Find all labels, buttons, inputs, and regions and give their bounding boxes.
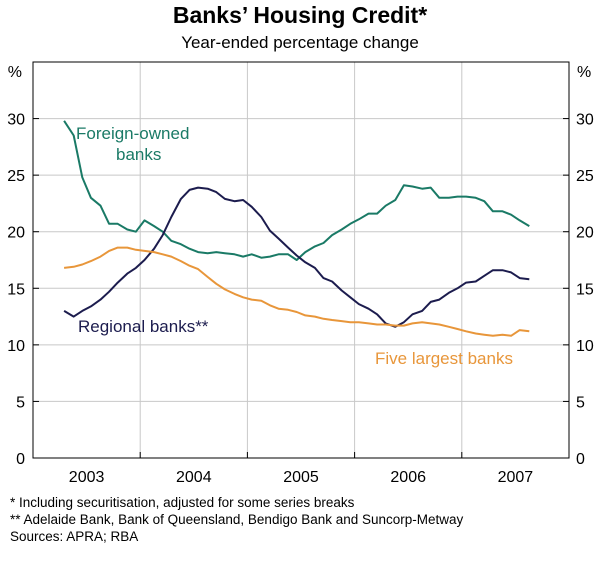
gridlines — [33, 62, 569, 458]
series-line-five-largest-banks — [63, 246, 530, 337]
footnotes: * Including securitisation, adjusted for… — [10, 494, 463, 545]
y-tick-label-right-20: 20 — [576, 225, 594, 242]
y-tick-label-right-25: 25 — [576, 168, 594, 185]
footnote-securitisation: * Including securitisation, adjusted for… — [10, 495, 355, 510]
y-tick-label-right-15: 15 — [576, 281, 594, 298]
y-tick-label-right-0: 0 — [576, 451, 585, 468]
series-label-foreign-owned-line-1: Foreign-owned — [76, 124, 189, 143]
series-label-regional-banks: Regional banks** — [78, 317, 209, 336]
series-line-foreign-owned-banks — [63, 120, 530, 261]
series-line-regional-banks — [63, 186, 530, 328]
footnote-sources: Sources: APRA; RBA — [10, 529, 139, 544]
y-tick-label-left-5: 5 — [16, 394, 25, 411]
y-tick-label-left-30: 30 — [7, 112, 25, 129]
x-tick-label-2004: 2004 — [176, 469, 212, 486]
y-tick-label-left-0: 0 — [16, 451, 25, 468]
series-label-foreign-owned-banks: Foreign-owned banks — [76, 124, 189, 164]
y-tick-label-left-25: 25 — [7, 168, 25, 185]
plot-frame — [32, 61, 570, 459]
x-tick-label-2006: 2006 — [390, 469, 426, 486]
y-tick-label-left-15: 15 — [7, 281, 25, 298]
y-unit-right: % — [577, 64, 591, 81]
series-layer — [63, 120, 530, 337]
tick-labels: 0 0 5 5 10 10 15 15 20 20 25 25 30 30% % 2003 2004 2005 20… — [7, 64, 594, 486]
y-tick-label-left-20: 20 — [7, 225, 25, 242]
y-tick-label-right-10: 10 — [576, 338, 594, 355]
x-tick-label-2007: 2007 — [498, 469, 534, 486]
y-unit-left: % — [8, 64, 22, 81]
x-tick-label-2005: 2005 — [283, 469, 319, 486]
y-tick-label-left-10: 10 — [7, 338, 25, 355]
chart-title: Banks’ Housing Credit* — [172, 2, 428, 28]
y-tick-label-right-5: 5 — [576, 394, 585, 411]
x-tick-label-2003: 2003 — [69, 469, 105, 486]
chart-subtitle: Year-ended percentage change — [181, 33, 419, 52]
footnote-regional-banks: ** Adelaide Bank, Bank of Queensland, Be… — [10, 512, 464, 527]
tick-marks — [33, 118, 569, 459]
series-label-five-largest-banks: Five largest banks — [375, 349, 513, 368]
series-label-foreign-owned-line-2: banks — [116, 145, 161, 164]
y-tick-label-right-30: 30 — [576, 112, 594, 129]
